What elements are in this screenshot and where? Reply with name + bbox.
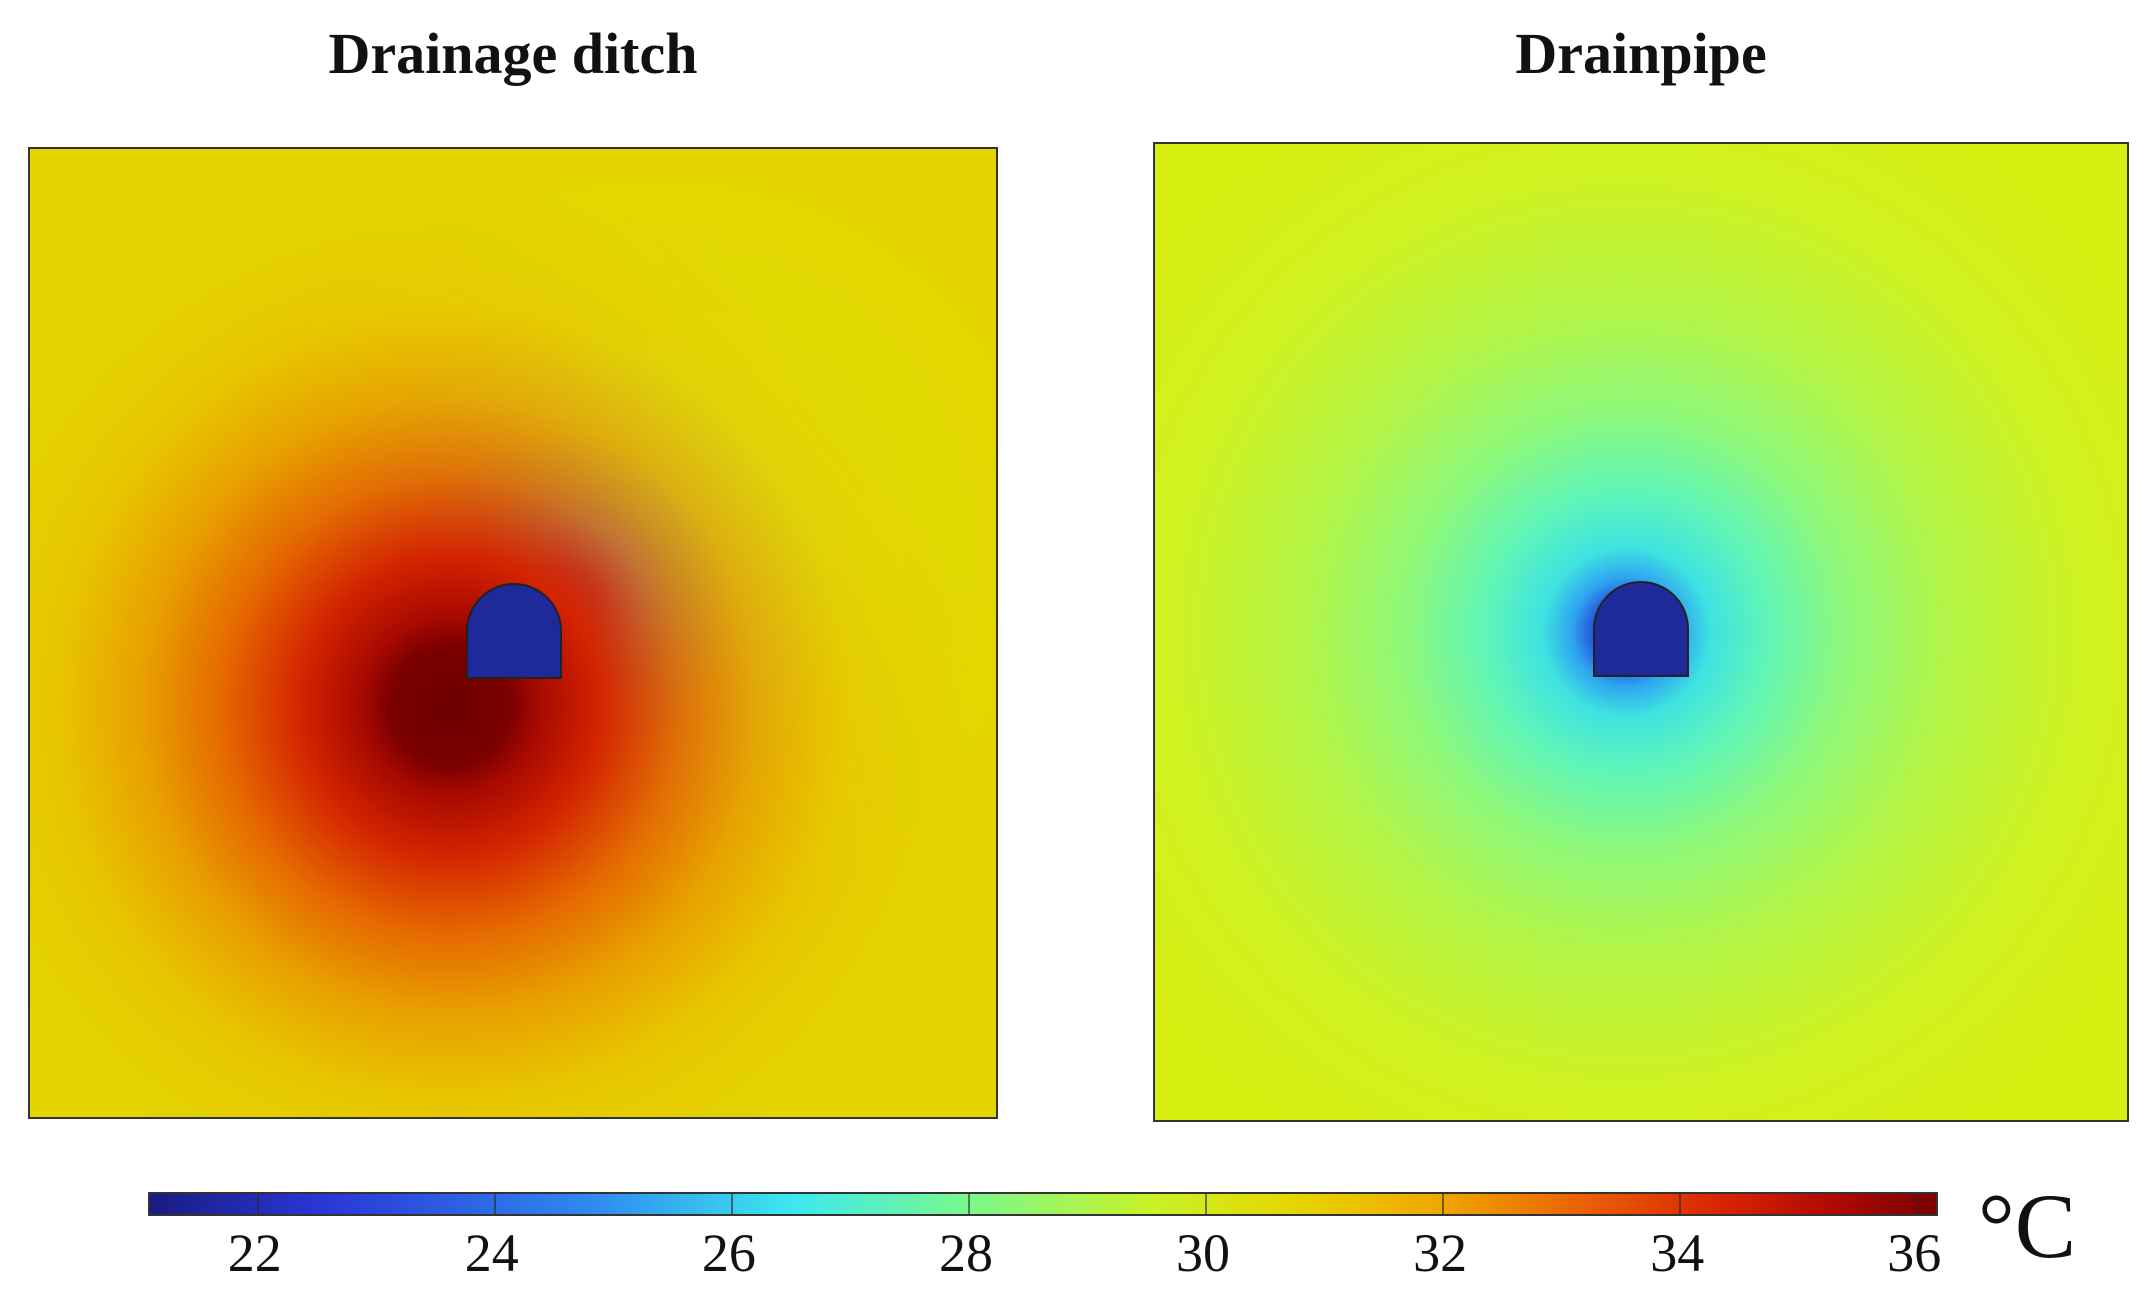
temperature-colorbar	[148, 1192, 1938, 1216]
left-panel-title: Drainage ditch	[328, 21, 698, 86]
colorbar-tick	[1205, 1194, 1208, 1214]
colorbar-tick-label: 22	[227, 1223, 282, 1283]
colorbar-tick-label: 34	[1650, 1223, 1705, 1283]
colorbar-tick-label: 36	[1887, 1223, 1942, 1283]
colorbar-tick	[1679, 1194, 1682, 1214]
temperature-unit-label: °C	[1978, 1175, 2077, 1277]
tunnel-cross-section-left	[466, 583, 562, 679]
colorbar-tick	[256, 1194, 259, 1214]
colorbar-tick	[730, 1194, 733, 1214]
colorbar-tick-label: 24	[464, 1223, 519, 1283]
colorbar-tick-label: 30	[1176, 1223, 1231, 1283]
colorbar-tick	[493, 1194, 496, 1214]
colorbar-tick	[967, 1194, 970, 1214]
colorbar-tick-label: 28	[938, 1223, 993, 1283]
tunnel-cross-section-right	[1593, 581, 1689, 677]
drainpipe-temperature-field	[1153, 142, 2129, 1122]
right-panel-title: Drainpipe	[1515, 21, 1767, 86]
colorbar-tick	[1442, 1194, 1445, 1214]
colorbar-tick-label: 32	[1413, 1223, 1468, 1283]
colorbar-tick-label: 26	[701, 1223, 756, 1283]
drainage-ditch-temperature-field	[28, 147, 998, 1119]
colorbar-tick	[1916, 1194, 1919, 1214]
